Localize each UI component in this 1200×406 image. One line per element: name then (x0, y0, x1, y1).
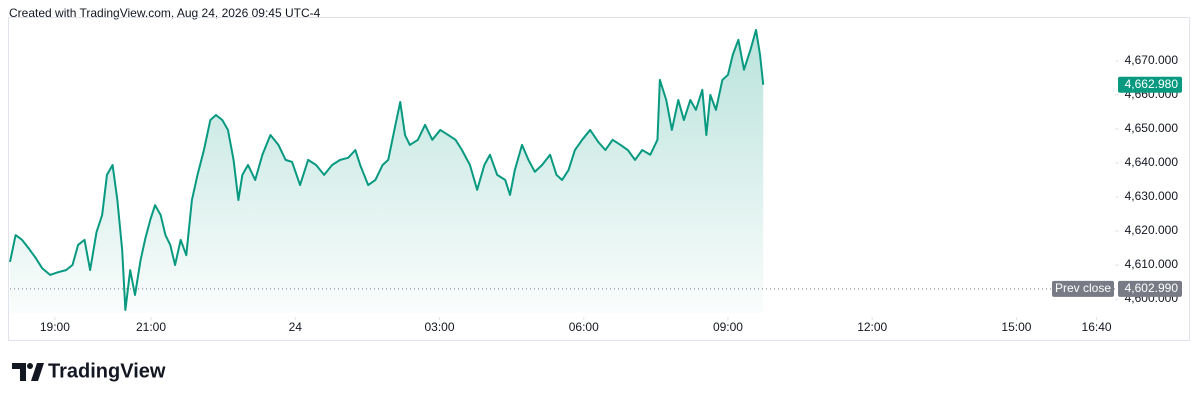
prev-close-value-box (1118, 280, 1182, 297)
logo-icon-slash (31, 363, 44, 381)
brand-name: TradingView (48, 360, 166, 382)
y-tick-label: 4,650.000 (1125, 121, 1179, 135)
y-tick-label: 4,640.000 (1125, 155, 1179, 169)
header-text: Created with TradingView.com, Aug 24, 20… (9, 6, 321, 20)
x-tick-label: 21:00 (136, 320, 166, 334)
logo-icon-dot (27, 363, 33, 369)
prev-close-name: Prev close (1055, 281, 1111, 295)
x-tick-label: 15:00 (1001, 320, 1031, 334)
x-tick-label: 06:00 (569, 320, 599, 334)
y-tick-label: 4,610.000 (1125, 257, 1179, 271)
logo-icon (12, 363, 26, 381)
x-tick-label: 03:00 (424, 320, 454, 334)
area-fill (10, 29, 764, 313)
x-tick-label: 16:40 (1082, 320, 1112, 334)
x-tick-label: 12:00 (857, 320, 887, 334)
x-tick-label: 09:00 (713, 320, 743, 334)
x-tick-label: 19:00 (40, 320, 70, 334)
last-price-box (1118, 76, 1182, 93)
y-tick-label: 4,630.000 (1125, 189, 1179, 203)
y-tick-label: 4,620.000 (1125, 223, 1179, 237)
x-tick-label: 24 (289, 320, 303, 334)
brand-logo: TradingView (12, 360, 166, 382)
price-line (9, 28, 765, 311)
y-tick-label: 4,670.000 (1125, 53, 1179, 67)
plot-area: 4,600.0004,610.0004,620.0004,630.0004,64… (9, 28, 1182, 334)
last-price-value: 4,662.980 (1125, 77, 1179, 91)
prev-close-name-box (1052, 280, 1114, 297)
chart-frame (8, 17, 1190, 341)
prev-close-value: 4,602.990 (1125, 281, 1179, 295)
